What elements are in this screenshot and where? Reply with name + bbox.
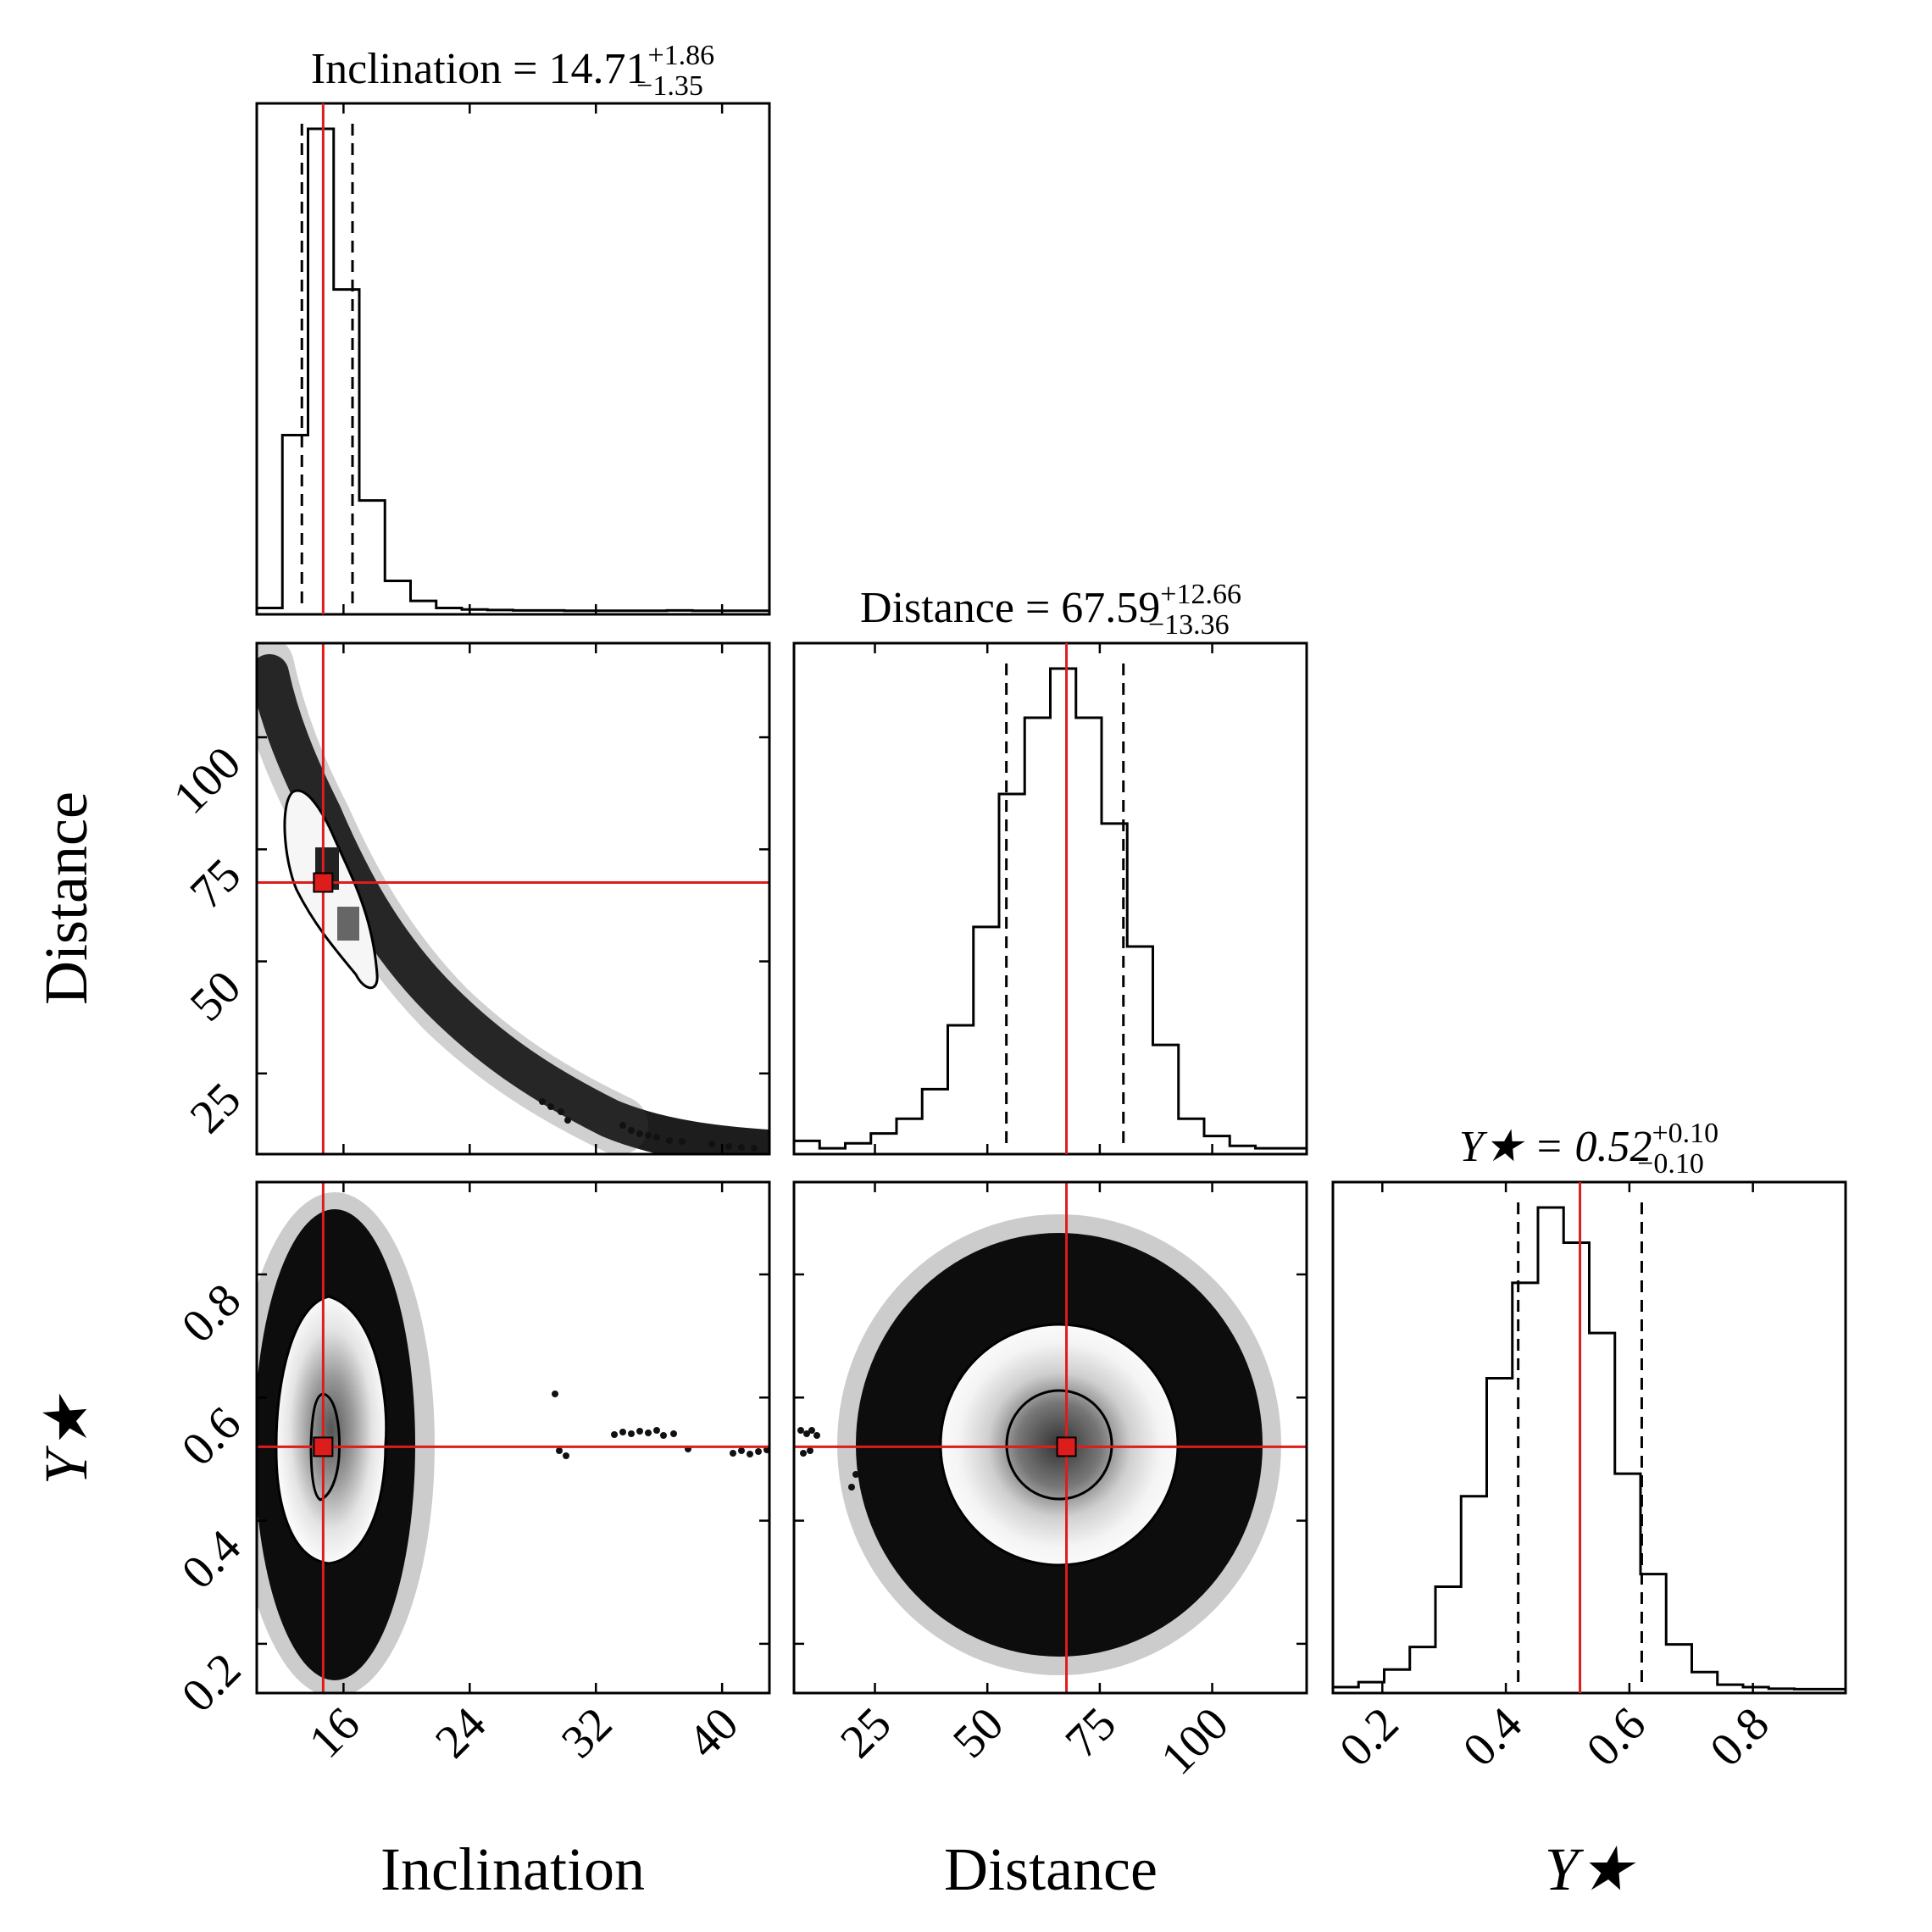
inclination-ystar-contour-inner: [309, 1392, 341, 1502]
ystar-histogram: [1331, 1182, 1847, 1693]
inclination-distance-band-haze: [257, 643, 648, 1154]
distance-ystar-outliers: [797, 1427, 859, 1491]
distance-ystar-density: [797, 1214, 1281, 1675]
y-axis-label-ystar: Y★: [32, 1393, 100, 1485]
inclination-distance-core2: [337, 907, 359, 941]
inclination-histogram-panel: Inclination = 14.71+1.86 −1.35: [255, 40, 771, 616]
x-axis-label-ystar: Y★: [1545, 1835, 1636, 1903]
inclination-distance-density: [257, 643, 769, 1154]
inclination-distance-truth: [257, 643, 769, 1154]
inclination-x-tick-label: 24: [425, 1697, 496, 1768]
distance-y-tick-label: 25: [180, 1073, 251, 1143]
distance-y-tick-label: 50: [180, 961, 251, 1031]
distance-ystar-truth-marker: [1056, 1436, 1077, 1457]
inclination-x-tick-label: 32: [552, 1697, 622, 1768]
distance-x-tick-label: 100: [1152, 1697, 1239, 1785]
x-axis-label-inclination: Inclination: [380, 1835, 645, 1903]
inclination-distance-frame: [255, 641, 771, 1156]
inclination-ystar-truth-marker: [313, 1436, 334, 1457]
ystar-x-tick-label: 0.8: [1701, 1697, 1779, 1776]
inclination-ystar-density: [257, 1192, 769, 1693]
distance-histogram-frame: [792, 641, 1308, 1156]
inclination-histogram: [255, 103, 771, 614]
distance-x-tick-label: 75: [1056, 1697, 1126, 1768]
distance-ystar-panel: 25 50 75 100 Distance: [792, 1180, 1308, 1903]
y-axis-label-distance: Distance: [32, 791, 100, 1005]
inclination-x-tick-label: 40: [678, 1697, 748, 1768]
distance-histogram: [792, 643, 1308, 1154]
distance-ystar-contour-inner: [1005, 1389, 1113, 1501]
distance-y-tick-label: 75: [180, 849, 251, 919]
inclination-distance-band: [257, 654, 769, 1154]
distance-x-tick-label: 50: [943, 1697, 1013, 1768]
distance-title: Distance = 67.59+12.66 −13.36: [860, 579, 1241, 641]
distance-ystar-frame: [792, 1180, 1308, 1695]
inclination-title: Inclination = 14.71+1.86 −1.35: [311, 40, 714, 102]
ystar-y-tick-label: 0.2: [172, 1643, 251, 1722]
ystar-x-tick-label: 0.2: [1330, 1697, 1408, 1776]
distance-ystar-truth: [794, 1182, 1307, 1693]
distance-histogram-panel: Distance = 67.59+12.66 −13.36: [792, 579, 1308, 1156]
distance-x-tick-label: 25: [830, 1697, 901, 1768]
inclination-histogram-frame: [255, 102, 771, 616]
ystar-y-tick-label: 0.6: [172, 1397, 251, 1476]
ystar-y-tick-label: 0.4: [172, 1520, 251, 1599]
inclination-distance-panel: 25 50 75 100 Distance: [32, 641, 771, 1156]
inclination-distance-ticks: 25 50 75 100: [164, 643, 769, 1154]
ystar-histogram-panel: 0.2 0.4 0.6 0.8 Y★ = 0.52+0.10 −0.10 Y★: [1330, 1118, 1847, 1903]
inclination-ystar-contour-outer: [275, 1295, 388, 1565]
inclination-x-tick-label: 16: [299, 1697, 369, 1768]
ystar-x-tick-label: 0.4: [1453, 1697, 1532, 1776]
inclination-distance-outliers: [539, 1098, 758, 1152]
inclination-ystar-truth: [257, 1182, 769, 1693]
inclination-ystar-outliers: [552, 1391, 769, 1459]
distance-histogram-step: [792, 667, 1308, 1151]
x-axis-label-distance: Distance: [944, 1835, 1158, 1903]
inclination-ystar-frame: [255, 1180, 771, 1695]
ystar-title: Y★ = 0.52+0.10 −0.10: [1459, 1118, 1718, 1180]
ystar-x-tick-label: 0.6: [1577, 1697, 1656, 1776]
inclination-histogram-step: [255, 127, 771, 613]
distance-histogram-ticks: [874, 643, 1213, 1154]
inclination-ystar-panel: 16 24 32 40 0.2 0.4 0.6 0.8 Y★ Inclination: [32, 1180, 771, 1903]
ystar-histogram-step: [1331, 1206, 1847, 1690]
ystar-histogram-frame: [1331, 1180, 1847, 1695]
inclination-histogram-ticks: [342, 103, 724, 614]
ystar-histogram-ticks: 0.2 0.4 0.6 0.8: [1330, 1182, 1779, 1777]
ystar-y-tick-label: 0.8: [172, 1274, 251, 1352]
inclination-distance-truth-marker: [313, 872, 334, 893]
distance-y-tick-label: 100: [164, 736, 251, 824]
